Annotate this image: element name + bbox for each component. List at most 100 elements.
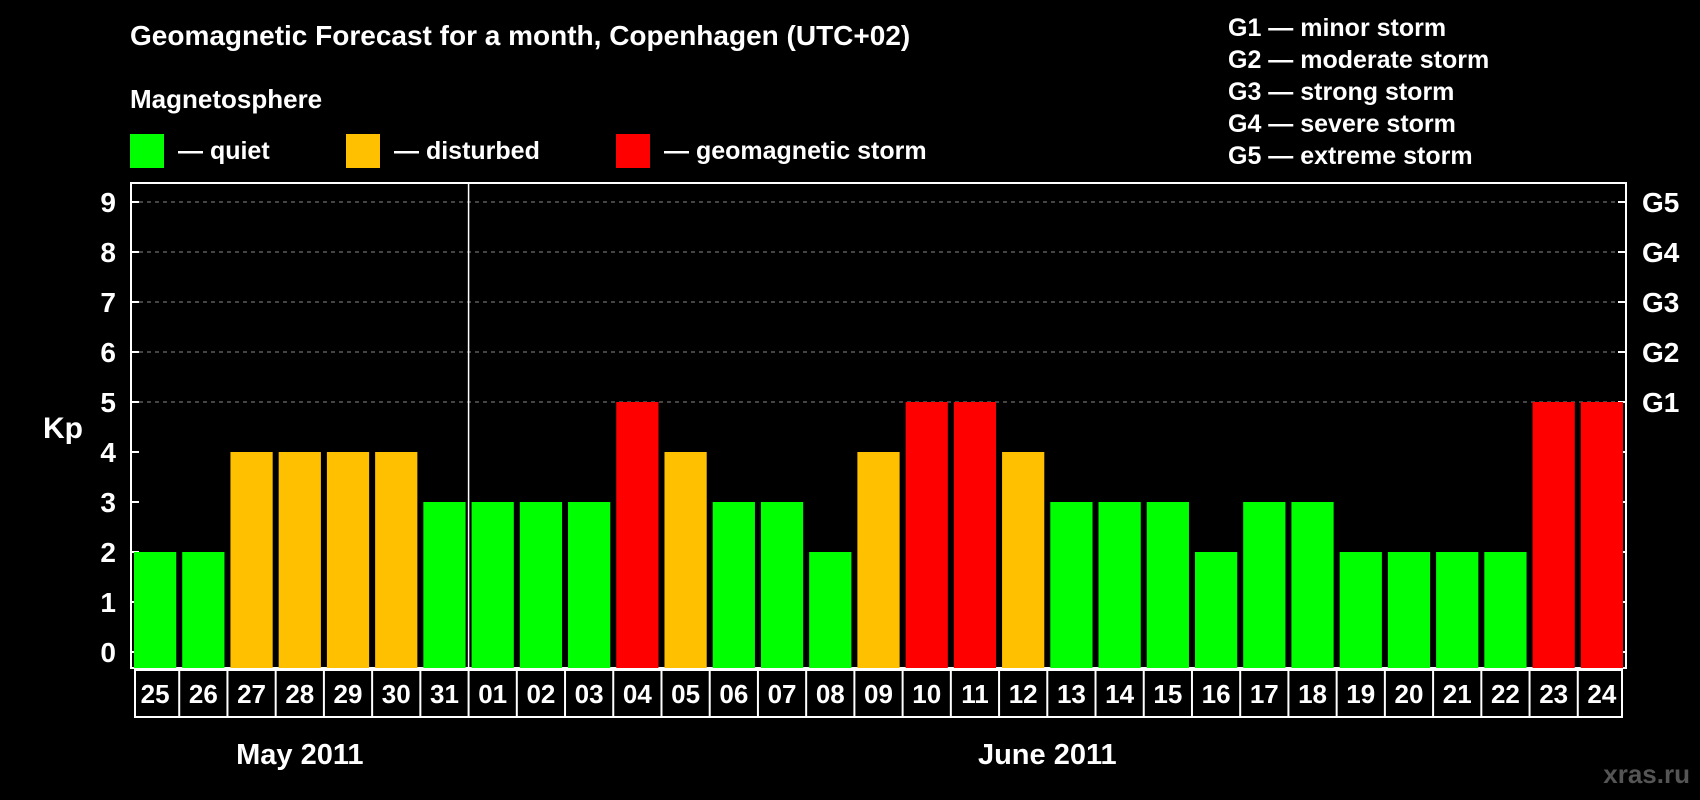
storm-scale-g5: G5 — extreme storm [1228, 142, 1473, 170]
bar-10-16 [905, 402, 948, 668]
bar-06-12 [712, 502, 755, 668]
chart-title: Geomagnetic Forecast for a month, Copenh… [130, 20, 911, 51]
bar-21-27 [1436, 552, 1479, 668]
y-tick-label-9: 9 [100, 187, 116, 218]
x-tick-label-7: 01 [478, 679, 507, 709]
x-tick-label-5: 30 [382, 679, 411, 709]
legend-item-quiet: — quiet [130, 134, 270, 168]
legend-label-disturbed: — disturbed [394, 136, 540, 165]
y-tick-label-3: 3 [100, 487, 116, 518]
bar-30-5 [375, 452, 418, 668]
x-tick-label-0: 25 [141, 679, 170, 709]
bar-07-13 [760, 502, 804, 668]
x-tick-label-19: 13 [1057, 679, 1086, 709]
legend-item-storm: — geomagnetic storm [616, 134, 927, 168]
x-tick-label-16: 10 [912, 679, 941, 709]
x-tick-label-1: 26 [189, 679, 218, 709]
bar-17-23 [1243, 502, 1286, 668]
bar-19-25 [1339, 552, 1382, 668]
bar-25-0 [134, 552, 177, 668]
x-tick-label-13: 07 [768, 679, 797, 709]
y-axis-label: Kp [43, 412, 83, 445]
y-tick-label-6: 6 [100, 337, 116, 368]
x-tick-label-6: 31 [430, 679, 459, 709]
storm-scale-legend: G1 — minor storm G2 — moderate storm G3 … [1228, 12, 1489, 172]
x-tick-label-27: 21 [1443, 679, 1472, 709]
x-tick-label-12: 06 [719, 679, 748, 709]
bar-13-19 [1050, 502, 1093, 668]
right-axis-label-g5: G5 [1642, 187, 1679, 218]
bar-18-24 [1291, 502, 1334, 668]
x-tick-label-28: 22 [1491, 679, 1520, 709]
x-tick-label-2: 27 [237, 679, 266, 709]
legend-swatch-storm [616, 134, 650, 168]
bar-31-6 [423, 502, 466, 668]
x-tick-label-20: 14 [1105, 679, 1134, 709]
bar-26-1 [182, 552, 225, 668]
right-axis-label-g4: G4 [1642, 237, 1680, 268]
watermark: xras.ru [1603, 759, 1690, 789]
bar-15-21 [1146, 502, 1189, 668]
storm-scale-g1: G1 — minor storm [1228, 14, 1447, 42]
bar-08-14 [809, 552, 852, 668]
x-tick-label-10: 04 [623, 679, 652, 709]
legend-swatch-quiet [130, 134, 164, 168]
legend-item-disturbed: — disturbed [346, 134, 540, 168]
bar-04-10 [616, 402, 659, 668]
bar-14-20 [1098, 502, 1141, 668]
legend-swatch-disturbed [346, 134, 380, 168]
storm-scale-g2: G2 — moderate storm [1228, 46, 1490, 74]
legend: — quiet — disturbed — geomagnetic storm [130, 134, 980, 168]
x-tick-label-22: 16 [1202, 679, 1231, 709]
right-axis-label-g2: G2 [1642, 337, 1679, 368]
x-tick-label-14: 08 [816, 679, 845, 709]
x-tick-label-23: 17 [1250, 679, 1279, 709]
y-tick-label-0: 0 [100, 637, 116, 668]
x-tick-label-29: 23 [1539, 679, 1568, 709]
x-tick-label-21: 15 [1153, 679, 1182, 709]
x-tick-label-15: 09 [864, 679, 893, 709]
x-tick-label-9: 03 [575, 679, 604, 709]
x-tick-label-18: 12 [1009, 679, 1038, 709]
bar-01-7 [471, 502, 514, 668]
bar-29-4 [326, 452, 370, 668]
bar-05-11 [664, 452, 707, 668]
day-label-frame [134, 669, 1623, 718]
right-axis-label-g3: G3 [1642, 287, 1679, 318]
x-tick-label-3: 28 [285, 679, 314, 709]
bar-23-29 [1532, 402, 1575, 668]
bar-12-18 [1002, 452, 1045, 668]
x-tick-label-8: 02 [526, 679, 555, 709]
y-tick-label-1: 1 [100, 587, 116, 618]
y-tick-label-5: 5 [100, 387, 116, 418]
y-tick-label-8: 8 [100, 237, 116, 268]
month-label-0: May 2011 [236, 739, 363, 771]
bar-02-8 [519, 502, 563, 668]
y-tick-label-4: 4 [100, 437, 116, 468]
bar-28-3 [278, 452, 321, 668]
bar-09-15 [857, 452, 900, 668]
bar-03-9 [568, 502, 611, 668]
month-label-1: June 2011 [978, 739, 1117, 771]
x-tick-label-11: 05 [671, 679, 700, 709]
bar-22-28 [1484, 552, 1527, 668]
bar-20-26 [1387, 552, 1431, 668]
bar-11-17 [953, 402, 997, 668]
y-tick-label-7: 7 [100, 287, 116, 318]
legend-heading: Magnetosphere [130, 84, 323, 114]
x-tick-label-26: 20 [1395, 679, 1424, 709]
legend-label-storm: — geomagnetic storm [664, 136, 927, 165]
right-axis-label-g1: G1 [1642, 387, 1679, 418]
x-tick-label-17: 11 [961, 679, 989, 709]
x-tick-label-4: 29 [334, 679, 363, 709]
x-tick-label-25: 19 [1346, 679, 1375, 709]
storm-scale-g3: G3 — strong storm [1228, 78, 1455, 106]
legend-label-quiet: — quiet [178, 136, 270, 165]
storm-scale-g4: G4 — severe storm [1228, 110, 1456, 138]
y-tick-label-2: 2 [100, 537, 116, 568]
x-tick-label-30: 24 [1587, 679, 1616, 709]
x-tick-label-24: 18 [1298, 679, 1327, 709]
bar-16-22 [1194, 552, 1238, 668]
bar-27-2 [230, 452, 273, 668]
